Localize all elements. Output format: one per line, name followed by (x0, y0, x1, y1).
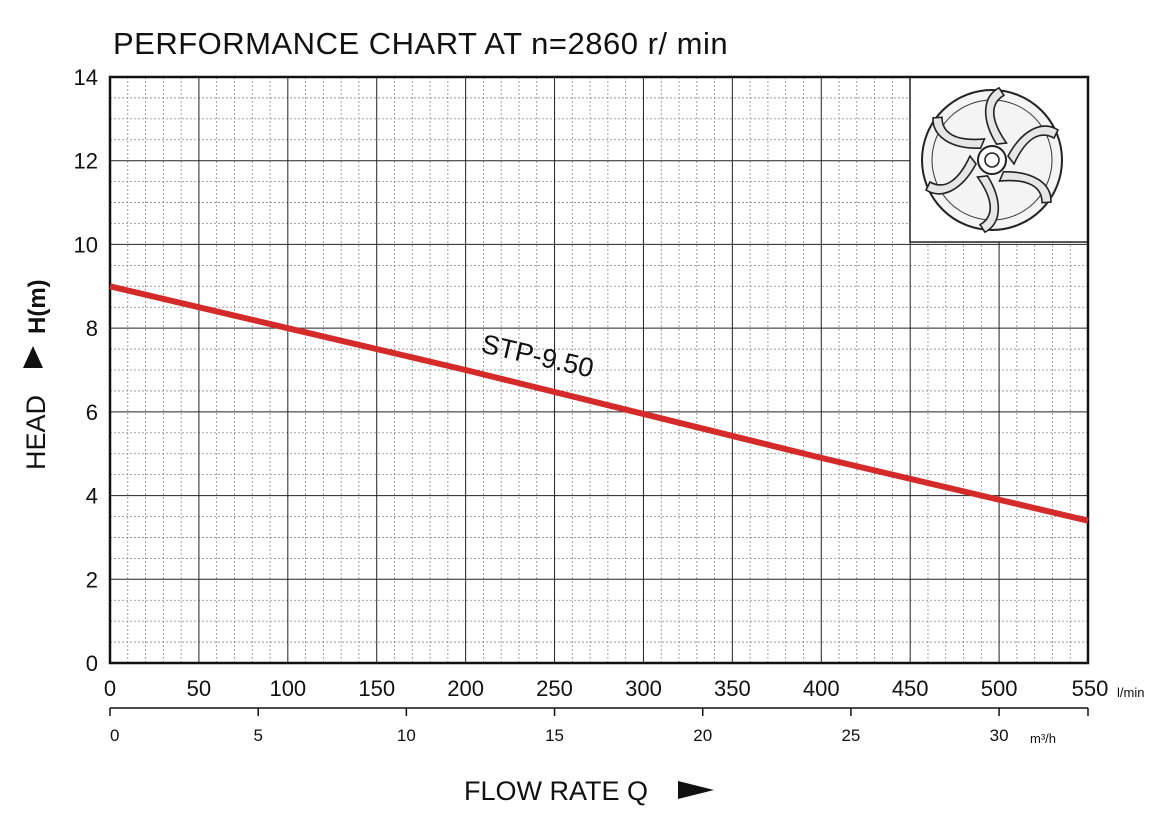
y-arrow-icon (23, 346, 43, 368)
x-tick-label: 250 (536, 676, 573, 701)
y-tick-label: 4 (86, 484, 98, 509)
y-tick-label: 0 (86, 651, 98, 676)
y-tick-label: 10 (74, 232, 98, 257)
y-tick-label: 12 (74, 149, 98, 174)
x2-tick-label: 0 (110, 726, 119, 745)
y-tick-label: 14 (74, 65, 98, 90)
impeller-vane (932, 116, 986, 149)
impeller-inset (909, 76, 1089, 243)
y-tick-label: 8 (86, 316, 98, 341)
chart-title: PERFORMANCE CHART AT n=2860 r/ min (113, 26, 728, 61)
x-tick-label: 0 (104, 676, 116, 701)
x2-tick-label: 5 (253, 726, 262, 745)
x-unit-label: l/min (1117, 685, 1144, 700)
x2-tick-label: 20 (693, 726, 712, 745)
y-tick-labels: 0 2 4 6 8 10 12 14 (74, 65, 98, 676)
x2-unit-label: m³/h (1030, 731, 1056, 746)
plot-frame (108, 75, 1090, 665)
x-tick-label: 500 (981, 676, 1018, 701)
secondary-axis: 0 5 10 15 20 25 30 (109, 707, 1089, 745)
impeller-vane (1007, 125, 1060, 166)
x-tick-label: 550 (1072, 676, 1109, 701)
x2-tick-label: 10 (397, 726, 416, 745)
y-axis-label: HEAD (21, 395, 51, 470)
x-tick-label: 50 (187, 676, 211, 701)
y-tick-label: 2 (86, 567, 98, 592)
series-group (109, 283, 1089, 524)
x-arrow-icon (678, 781, 714, 799)
x-tick-label: 400 (803, 676, 840, 701)
x-tick-label: 300 (625, 676, 662, 701)
x-axis-label: FLOW RATE Q (464, 776, 648, 806)
x2-tick-label: 25 (841, 726, 860, 745)
x2-tick-label: 15 (545, 726, 564, 745)
impeller-vane (998, 171, 1052, 204)
minor-grid (110, 77, 1088, 663)
x-tick-labels: 0 50 100 150 200 250 300 350 400 450 500 550 (104, 676, 1108, 701)
impeller-vane (984, 86, 1008, 145)
x-tick-label: 100 (269, 676, 306, 701)
x-tick-label: 450 (892, 676, 929, 701)
impeller-vane (976, 175, 1000, 234)
y-tick-label: 6 (86, 400, 98, 425)
impeller-icon (921, 86, 1063, 234)
x-tick-label: 350 (714, 676, 751, 701)
series-line (109, 283, 1089, 524)
y-axis-unit: H(m) (24, 279, 51, 334)
impeller-vane (924, 154, 977, 195)
x-tick-label: 200 (447, 676, 484, 701)
x-tick-label: 150 (358, 676, 395, 701)
y-axis-title: HEAD H(m) (21, 279, 51, 470)
x2-tick-label: 30 (990, 726, 1009, 745)
